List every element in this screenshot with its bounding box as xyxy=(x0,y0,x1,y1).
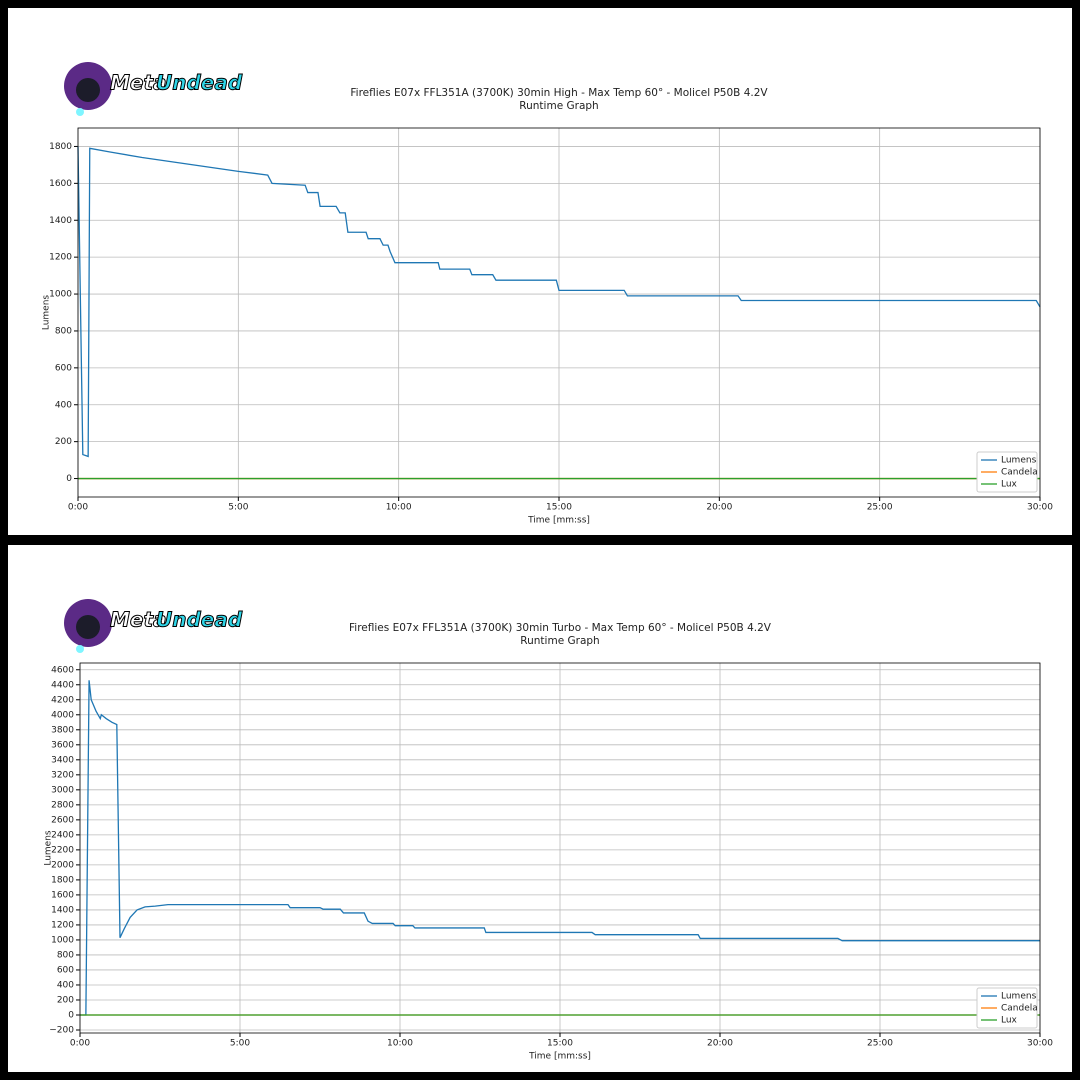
y-tick-label: 600 xyxy=(55,363,72,373)
logo-text: Undead xyxy=(156,608,243,632)
y-tick-label: 0 xyxy=(68,1010,74,1020)
chart-subtitle: Runtime Graph xyxy=(519,100,598,112)
y-tick-label: 2000 xyxy=(51,860,74,870)
y-tick-label: 2200 xyxy=(51,845,74,855)
y-tick-label: 400 xyxy=(55,400,72,410)
x-tick-label: 5:00 xyxy=(230,1039,250,1049)
y-tick-label: 1200 xyxy=(51,920,74,930)
y-tick-label: −200 xyxy=(49,1025,74,1035)
logo-glow xyxy=(76,108,84,116)
y-tick-label: 600 xyxy=(57,965,74,975)
legend-box xyxy=(976,987,1038,1029)
y-tick-label: 0 xyxy=(66,474,72,484)
y-tick-label: 1400 xyxy=(49,216,72,226)
chart-subtitle: Runtime Graph xyxy=(520,635,599,647)
x-tick-label: 20:00 xyxy=(707,1039,733,1049)
x-tick-label: 30:00 xyxy=(1027,1039,1053,1049)
x-tick-label: 25:00 xyxy=(867,1039,893,1049)
logo-glow xyxy=(76,645,84,653)
y-tick-label: 3400 xyxy=(51,755,74,765)
logo-face xyxy=(76,615,100,639)
y-tick-label: 4600 xyxy=(51,665,74,675)
logo-text: Undead xyxy=(156,71,243,95)
y-tick-label: 3000 xyxy=(51,785,74,795)
chart-title: Fireflies E07x FFL351A (3700K) 30min Tur… xyxy=(349,622,772,634)
y-tick-label: 1000 xyxy=(51,935,74,945)
y-tick-label: 3600 xyxy=(51,740,74,750)
logo-text: Meta xyxy=(110,608,167,632)
chart-title: Fireflies E07x FFL351A (3700K) 30min Hig… xyxy=(350,87,768,99)
y-tick-label: 1600 xyxy=(49,179,72,189)
x-tick-label: 10:00 xyxy=(386,503,412,513)
legend-label: Lux xyxy=(1001,1016,1018,1026)
legend-label: Candela xyxy=(1001,1004,1038,1014)
x-tick-label: 20:00 xyxy=(706,503,732,513)
y-tick-label: 1800 xyxy=(49,142,72,152)
y-axis-label: Lumens xyxy=(42,295,52,331)
x-tick-label: 15:00 xyxy=(547,1039,573,1049)
y-tick-label: 2400 xyxy=(51,830,74,840)
y-tick-label: 800 xyxy=(55,326,72,336)
y-tick-label: 200 xyxy=(55,437,72,447)
plot-frame xyxy=(77,127,1041,498)
logo-text: Meta xyxy=(110,71,167,95)
y-tick-label: 1400 xyxy=(51,905,74,915)
y-tick-label: 2600 xyxy=(51,815,74,825)
y-tick-label: 1800 xyxy=(51,875,74,885)
y-tick-label: 800 xyxy=(57,950,74,960)
x-tick-label: 15:00 xyxy=(546,503,572,513)
legend-label: Lumens xyxy=(1001,456,1037,466)
y-tick-label: 1600 xyxy=(51,890,74,900)
panel xyxy=(8,8,1072,535)
x-tick-label: 25:00 xyxy=(867,503,893,513)
logo-face xyxy=(76,78,100,102)
y-tick-label: 1000 xyxy=(49,290,72,300)
x-tick-label: 0:00 xyxy=(70,1039,90,1049)
y-tick-label: 400 xyxy=(57,980,74,990)
data-line xyxy=(77,146,1041,458)
data-line xyxy=(80,680,1040,1016)
y-tick-label: 2800 xyxy=(51,800,74,810)
x-tick-label: 0:00 xyxy=(68,503,88,513)
panel xyxy=(8,545,1072,1072)
y-tick-label: 3800 xyxy=(51,725,74,735)
x-tick-label: 5:00 xyxy=(228,503,248,513)
y-tick-label: 4200 xyxy=(51,695,74,705)
y-tick-label: 200 xyxy=(57,995,74,1005)
y-tick-label: 1200 xyxy=(49,253,72,263)
y-axis-label: Lumens xyxy=(44,830,54,866)
legend-label: Lux xyxy=(1001,480,1018,490)
x-axis-label: Time [mm:ss] xyxy=(528,1052,591,1062)
legend-box xyxy=(976,451,1038,493)
x-axis-label: Time [mm:ss] xyxy=(527,516,590,526)
y-tick-label: 3200 xyxy=(51,770,74,780)
y-tick-label: 4000 xyxy=(51,710,74,720)
legend-label: Candela xyxy=(1001,468,1038,478)
x-tick-label: 10:00 xyxy=(387,1039,413,1049)
x-tick-label: 30:00 xyxy=(1027,503,1053,513)
plot-frame xyxy=(79,662,1041,1034)
legend-label: Lumens xyxy=(1001,992,1037,1002)
y-tick-label: 4400 xyxy=(51,680,74,690)
